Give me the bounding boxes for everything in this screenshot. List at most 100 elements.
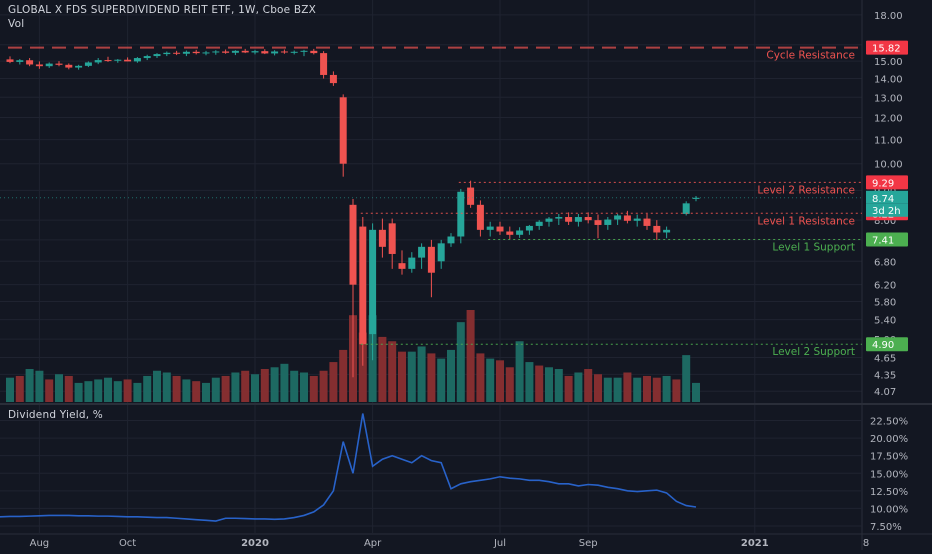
dividend-yield-line[interactable] [0,413,697,522]
candle-body[interactable] [114,59,122,61]
volume-bar[interactable] [231,372,240,402]
volume-bar[interactable] [290,370,299,402]
volume-bar[interactable] [15,375,24,402]
candle-body[interactable] [555,217,563,219]
volume-bar[interactable] [55,374,63,402]
volume-bar[interactable] [35,370,44,402]
candle-body[interactable] [692,197,700,199]
candle-body[interactable] [349,204,357,285]
candle-body[interactable] [271,51,279,54]
volume-bar[interactable] [545,367,553,402]
volume-bar[interactable] [505,367,514,402]
volume-bar[interactable] [104,377,112,402]
volume-bar[interactable] [652,377,661,402]
candle-body[interactable] [545,218,553,222]
volume-bar[interactable] [45,379,54,402]
volume-bar[interactable] [515,341,524,402]
candle-body[interactable] [104,60,112,62]
volume-bar[interactable] [486,358,495,402]
candle-body[interactable] [310,50,318,54]
candle-body[interactable] [516,230,524,235]
candle-body[interactable] [143,56,151,59]
candle-body[interactable] [584,217,592,221]
volume-bar[interactable] [564,375,573,402]
candle-body[interactable] [231,50,239,53]
volume-bar[interactable] [623,372,632,402]
volume-bar[interactable] [456,322,465,402]
candle-body[interactable] [457,191,465,237]
volume-bar[interactable] [182,379,191,402]
candle-body[interactable] [133,58,141,62]
candle-body[interactable] [163,52,171,55]
candle-body[interactable] [94,60,102,63]
candle-body[interactable] [437,243,445,262]
volume-bar[interactable] [378,336,387,402]
volume-bar[interactable] [437,358,446,402]
candle-body[interactable] [388,223,396,254]
candle-body[interactable] [192,51,200,54]
candle-body[interactable] [378,229,386,247]
candle-body[interactable] [84,62,92,66]
candle-body[interactable] [682,203,690,214]
candle-body[interactable] [476,204,484,230]
candle-body[interactable] [300,50,308,52]
candle-body[interactable] [45,63,53,67]
volume-bar[interactable] [6,377,14,402]
candle-body[interactable] [418,246,426,258]
volume-bar[interactable] [603,377,612,402]
volume-bar[interactable] [496,360,504,402]
candle-body[interactable] [222,51,230,53]
volume-bar[interactable] [388,341,397,402]
volume-bar[interactable] [447,349,455,402]
candle-body[interactable] [643,218,651,226]
volume-bar[interactable] [202,382,210,402]
candle-body[interactable] [398,263,406,269]
candle-body[interactable] [320,53,328,75]
volume-bar[interactable] [309,375,318,402]
candle-body[interactable] [633,218,641,221]
candle-body[interactable] [280,51,288,53]
candle-body[interactable] [565,217,573,222]
volume-bar[interactable] [143,375,152,402]
volume-bar[interactable] [241,370,250,402]
volume-bar[interactable] [633,377,642,402]
volume-bar[interactable] [25,369,34,402]
volume-bar[interactable] [84,381,93,402]
volume-bar[interactable] [525,362,534,402]
volume-bar[interactable] [153,370,161,402]
volume-bar[interactable] [319,370,328,402]
volume-bar[interactable] [329,362,338,402]
candle-body[interactable] [124,59,132,62]
candle-body[interactable] [35,64,43,67]
candle-body[interactable] [369,229,377,335]
volume-bar[interactable] [407,351,416,402]
candle-body[interactable] [623,215,631,221]
candle-body[interactable] [506,231,514,235]
candle-body[interactable] [329,74,337,84]
volume-bar[interactable] [643,375,651,402]
volume-bar[interactable] [574,372,583,402]
candle-body[interactable] [594,220,602,225]
candle-body[interactable] [496,226,504,232]
volume-bar[interactable] [692,382,700,402]
volume-bar[interactable] [251,374,259,402]
candle-body[interactable] [173,52,181,54]
candle-body[interactable] [486,226,494,230]
candle-body[interactable] [153,54,161,57]
volume-bar[interactable] [417,346,426,402]
volume-bar[interactable] [584,369,593,402]
candle-body[interactable] [653,225,661,233]
candle-body[interactable] [408,257,416,269]
volume-bar[interactable] [133,382,142,402]
candle-body[interactable] [212,51,220,53]
volume-bar[interactable] [94,379,103,402]
candle-body[interactable] [241,50,249,53]
candle-body[interactable] [339,97,347,164]
volume-bar[interactable] [427,353,436,402]
candle-body[interactable] [75,65,83,68]
candle-body[interactable] [26,60,34,65]
volume-bar[interactable] [339,349,348,402]
candle-body[interactable] [427,246,435,273]
candle-body[interactable] [6,59,14,62]
